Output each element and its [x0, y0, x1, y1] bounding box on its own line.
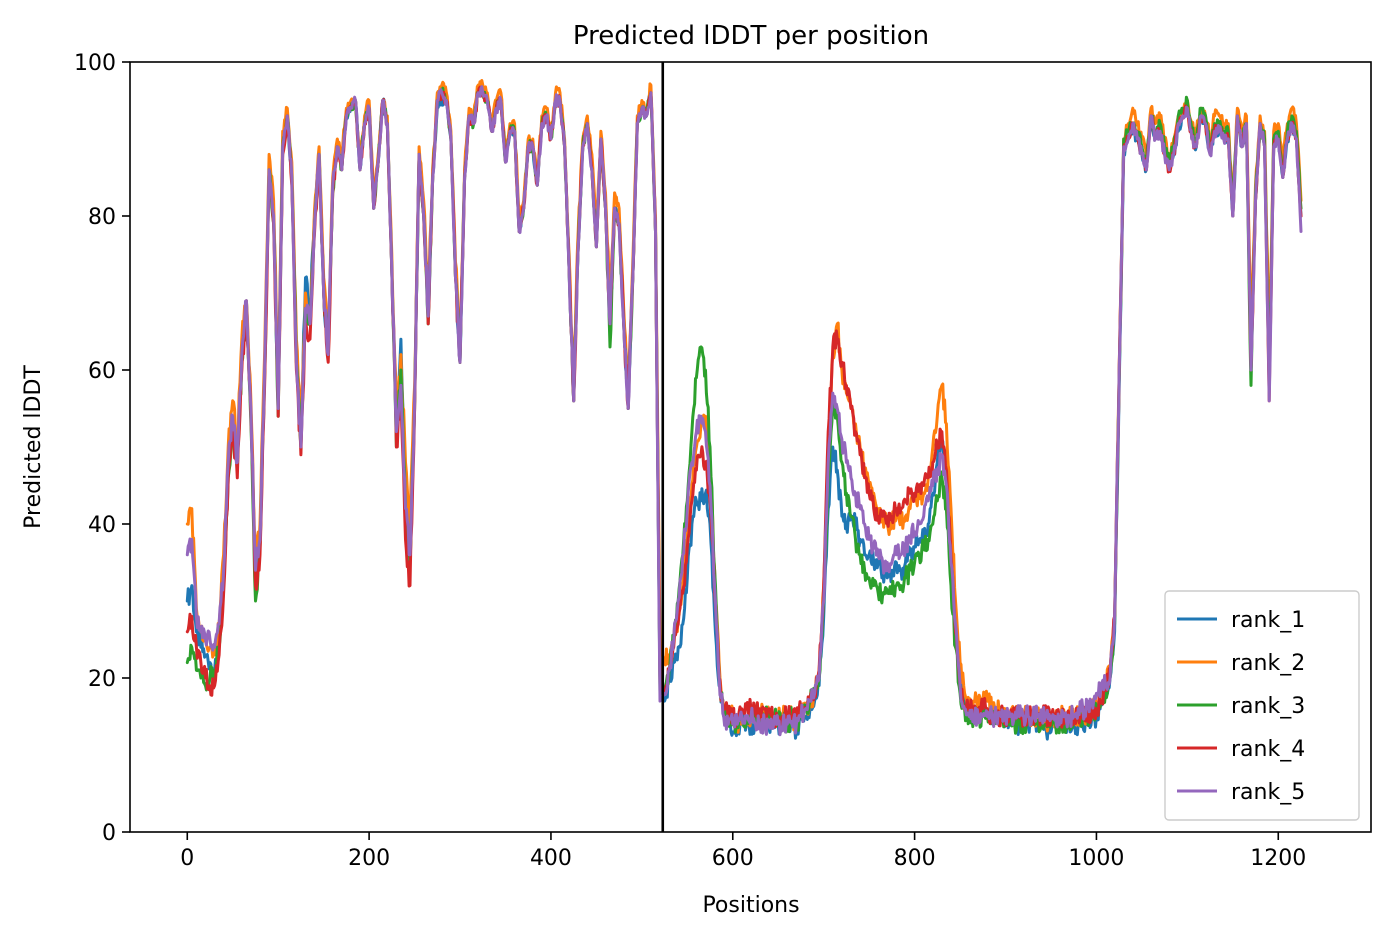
x-tick-label: 800: [894, 846, 936, 871]
legend-label: rank_2: [1231, 651, 1305, 676]
legend-label: rank_4: [1231, 737, 1305, 762]
legend-label: rank_5: [1231, 780, 1305, 805]
y-axis: 0 20 40 60 80 100: [74, 51, 130, 846]
series-layer: [185, 79, 1303, 741]
series-line-rank-2: [185, 79, 1303, 734]
x-tick-label: 0: [180, 846, 194, 871]
legend-label: rank_3: [1231, 694, 1305, 719]
legend-label: rank_1: [1231, 608, 1305, 633]
legend-box: [1164, 590, 1360, 821]
plot-frame: [129, 61, 1372, 833]
y-tick-label: 60: [88, 359, 116, 384]
y-tick-label: 80: [88, 205, 116, 230]
y-axis-title: Predicted lDDT: [21, 365, 46, 529]
y-tick-label: 100: [74, 51, 116, 76]
x-tick-label: 200: [348, 846, 390, 871]
x-tick-label: 400: [530, 846, 572, 871]
series-line-rank-3: [185, 86, 1303, 736]
chart-title: Predicted lDDT per position: [573, 21, 929, 51]
x-axis: 0 200 400 600 800 1000 1200: [180, 832, 1306, 871]
series-line-rank-1: [185, 86, 1303, 741]
x-tick-label: 1200: [1250, 846, 1306, 871]
y-tick-label: 40: [88, 513, 116, 538]
series-line-rank-5: [185, 85, 1303, 737]
y-tick-label: 0: [102, 821, 116, 846]
x-tick-label: 1000: [1068, 846, 1124, 871]
x-axis-title: Positions: [702, 893, 799, 918]
x-tick-label: 600: [712, 846, 754, 871]
y-tick-label: 20: [88, 667, 116, 692]
series-line-rank-4: [185, 85, 1303, 729]
legend: rank_1 rank_2 rank_3 rank_4 rank_5: [1164, 590, 1360, 821]
